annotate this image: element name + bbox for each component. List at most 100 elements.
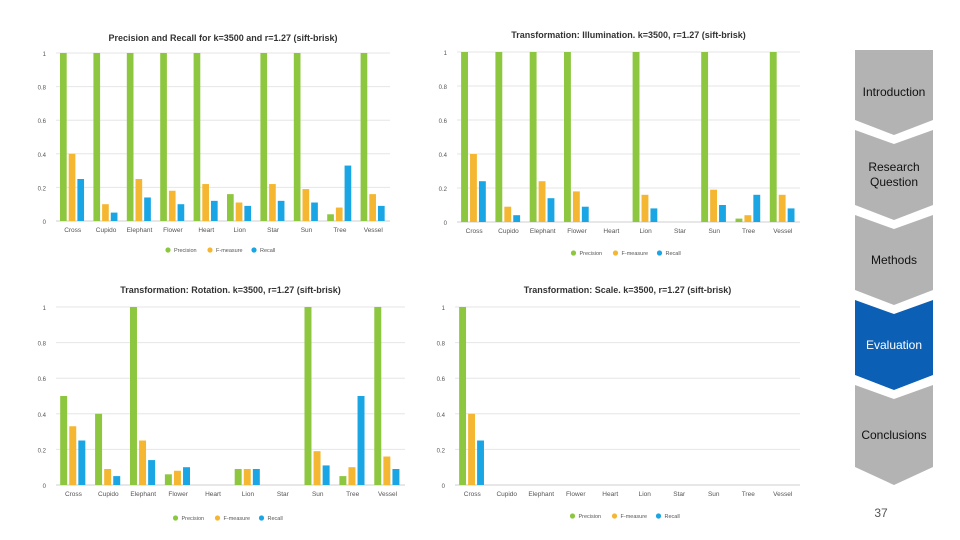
nav-label: Methods xyxy=(870,252,918,267)
y-tick-label: 0 xyxy=(442,484,446,490)
nav-item-evaluation[interactable]: Evaluation xyxy=(855,300,933,390)
bar-recall-heart xyxy=(210,200,218,221)
bar-precision-vessel xyxy=(360,53,368,221)
bar-f-measure-sun xyxy=(313,451,321,485)
bar-precision-lion xyxy=(227,194,234,221)
bar-recall-elephant xyxy=(148,460,156,485)
bar-precision-vessel xyxy=(769,52,777,222)
x-tick-label: Star xyxy=(673,491,686,498)
y-tick-label: 0.8 xyxy=(38,86,47,92)
bar-f-measure-elephant xyxy=(139,440,147,485)
legend-label: Recall xyxy=(665,514,680,520)
legend-marker xyxy=(611,513,618,519)
bar-f-measure-cross xyxy=(470,154,477,222)
legend-label: F-measure xyxy=(224,516,251,522)
chart-scale: Transformation: Scale. k=3500, r=1.27 (s… xyxy=(425,280,815,530)
bar-f-measure-tree xyxy=(335,207,343,221)
nav-label: Introduction xyxy=(862,85,926,99)
x-tick-label: Tree xyxy=(742,228,756,235)
bar-precision-sun xyxy=(293,53,301,221)
y-tick-label: 1 xyxy=(43,52,47,58)
nav-label: Research Question xyxy=(868,160,920,189)
bar-precision-sun xyxy=(304,307,312,485)
bar-f-measure-elephant xyxy=(538,181,546,222)
y-tick-label: 0.8 xyxy=(437,342,446,348)
x-tick-label: Vessel xyxy=(364,227,384,234)
bar-recall-cross xyxy=(78,440,86,485)
nav-item-methods[interactable]: Methods xyxy=(855,215,933,305)
x-tick-label: Sun xyxy=(708,228,720,235)
bar-recall-sun xyxy=(311,202,318,221)
bar-recall-sun xyxy=(719,205,726,222)
bar-f-measure-lion xyxy=(235,202,243,221)
y-tick-label: 1 xyxy=(442,306,446,312)
bar-f-measure-flower xyxy=(173,470,181,485)
x-tick-label: Cross xyxy=(464,491,482,498)
y-tick-label: 0.6 xyxy=(38,119,47,125)
x-tick-label: Tree xyxy=(742,491,756,498)
bar-precision-cross xyxy=(60,53,67,221)
x-tick-label: Elephant xyxy=(127,227,153,234)
x-tick-label: Tree xyxy=(333,227,347,234)
page-number: 37 xyxy=(874,506,888,520)
legend-label: F-measure xyxy=(622,251,649,257)
nav-label: Conclusions xyxy=(861,427,927,442)
nav-label: Evaluation xyxy=(865,337,923,352)
bar-recall-flower xyxy=(177,204,185,221)
y-tick-label: 0.8 xyxy=(38,342,47,348)
x-tick-label: Lion xyxy=(639,491,652,498)
bar-recall-cross xyxy=(478,181,486,222)
legend-label: Precision xyxy=(174,248,197,254)
y-tick-label: 1 xyxy=(43,306,47,312)
bar-f-measure-vessel xyxy=(778,194,786,222)
bar-precision-heart xyxy=(193,53,201,221)
y-tick-label: 0.6 xyxy=(439,119,448,125)
bar-f-measure-sun xyxy=(302,189,310,221)
x-tick-label: Lion xyxy=(242,491,255,498)
bar-f-measure-cupido xyxy=(102,204,109,221)
x-tick-label: Cross xyxy=(466,228,484,235)
bar-f-measure-sun xyxy=(710,189,717,222)
bar-recall-elephant xyxy=(547,198,555,222)
bar-precision-flower xyxy=(160,53,167,221)
bar-precision-star xyxy=(260,53,268,221)
nav-item-conclusions[interactable]: Conclusions xyxy=(855,385,933,485)
nav-item-research-question[interactable]: Research Question xyxy=(855,130,933,220)
x-tick-label: Vessel xyxy=(773,228,793,235)
x-tick-label: Cupido xyxy=(498,228,519,235)
x-tick-label: Sun xyxy=(301,227,313,234)
x-tick-label: Flower xyxy=(168,491,188,498)
bar-recall-sun xyxy=(322,465,330,485)
legend-marker xyxy=(172,515,179,521)
bar-recall-lion xyxy=(244,205,252,221)
bar-recall-cupido xyxy=(513,215,521,222)
chart-svg-precision-recall: Precision and Recall for k=3500 and r=1.… xyxy=(38,33,390,254)
legend-label: Recall xyxy=(268,516,283,522)
nav-item-introduction[interactable]: Introduction xyxy=(855,50,933,135)
chart-precision-recall: Precision and Recall for k=3500 and r=1.… xyxy=(30,25,400,265)
bar-precision-elephant xyxy=(129,307,137,485)
y-tick-label: 0 xyxy=(43,484,47,490)
bar-precision-tree xyxy=(327,214,334,221)
x-tick-label: Sun xyxy=(312,491,324,498)
nav-chevron-shape xyxy=(855,50,933,135)
bar-f-measure-star xyxy=(269,184,276,221)
chart-title: Transformation: Scale. k=3500, r=1.27 (s… xyxy=(524,285,732,295)
bar-precision-cross xyxy=(459,307,467,485)
legend-marker xyxy=(207,247,213,253)
bar-f-measure-flower xyxy=(168,190,176,221)
chart-svg-scale: Transformation: Scale. k=3500, r=1.27 (s… xyxy=(437,285,800,520)
y-tick-label: 0.8 xyxy=(439,85,448,91)
chart-title: Precision and Recall for k=3500 and r=1.… xyxy=(108,33,337,43)
legend-label: F-measure xyxy=(216,248,243,254)
bar-f-measure-lion xyxy=(243,468,251,485)
x-tick-label: Flower xyxy=(567,228,587,235)
x-tick-label: Lion xyxy=(234,227,247,234)
bar-recall-vessel xyxy=(392,468,400,485)
legend-marker xyxy=(655,513,662,519)
x-tick-label: Flower xyxy=(163,227,183,234)
y-tick-label: 0.6 xyxy=(437,377,446,383)
y-tick-label: 0.2 xyxy=(38,448,47,454)
legend-marker xyxy=(570,250,577,256)
bar-precision-cross xyxy=(60,396,68,485)
